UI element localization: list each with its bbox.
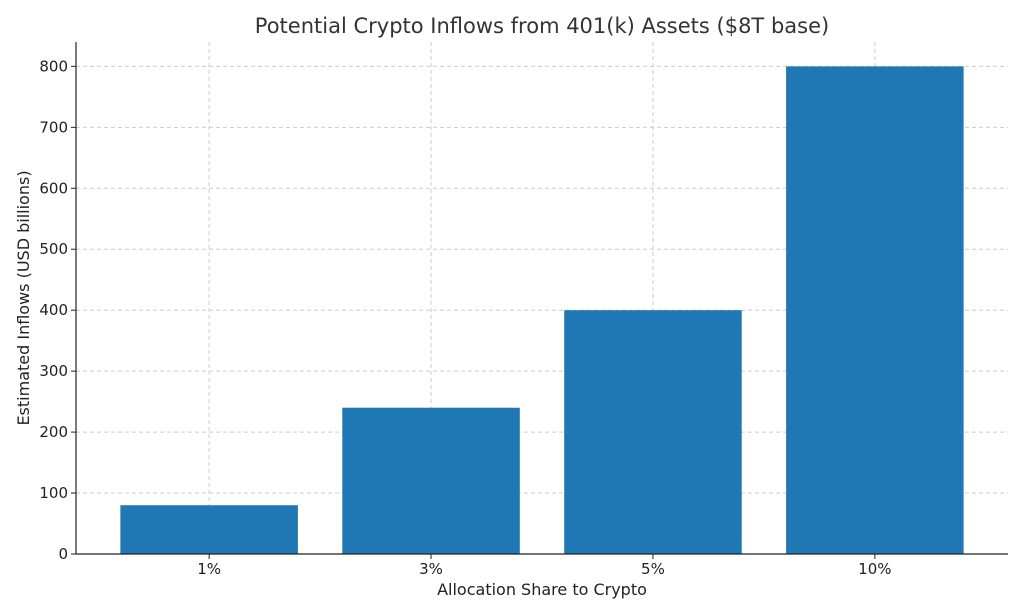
y-axis-label: Estimated Inflows (USD billions) xyxy=(14,170,33,425)
y-tick-label: 100 xyxy=(39,484,68,502)
y-tick-label: 0 xyxy=(58,545,68,563)
chart-title: Potential Crypto Inflows from 401(k) Ass… xyxy=(255,14,829,38)
bar-1pct xyxy=(120,505,298,554)
y-ticks: 0 100 200 300 400 500 600 700 800 xyxy=(39,57,76,563)
y-tick-label: 200 xyxy=(39,423,68,441)
y-tick-label: 400 xyxy=(39,301,68,319)
y-tick-label: 800 xyxy=(39,57,68,75)
bars-layer xyxy=(120,66,964,554)
x-tick-label: 10% xyxy=(858,560,891,578)
bar-3pct xyxy=(342,407,520,554)
bar-5pct xyxy=(564,310,742,554)
x-tick-label: 5% xyxy=(641,560,665,578)
x-axis-label: Allocation Share to Crypto xyxy=(437,580,647,599)
y-tick-label: 500 xyxy=(39,240,68,258)
y-tick-label: 700 xyxy=(39,118,68,136)
x-tick-label: 1% xyxy=(197,560,221,578)
y-tick-label: 600 xyxy=(39,179,68,197)
x-ticks: 1% 3% 5% 10% xyxy=(197,554,892,578)
bar-10pct xyxy=(786,66,964,554)
y-tick-label: 300 xyxy=(39,362,68,380)
x-tick-label: 3% xyxy=(419,560,443,578)
